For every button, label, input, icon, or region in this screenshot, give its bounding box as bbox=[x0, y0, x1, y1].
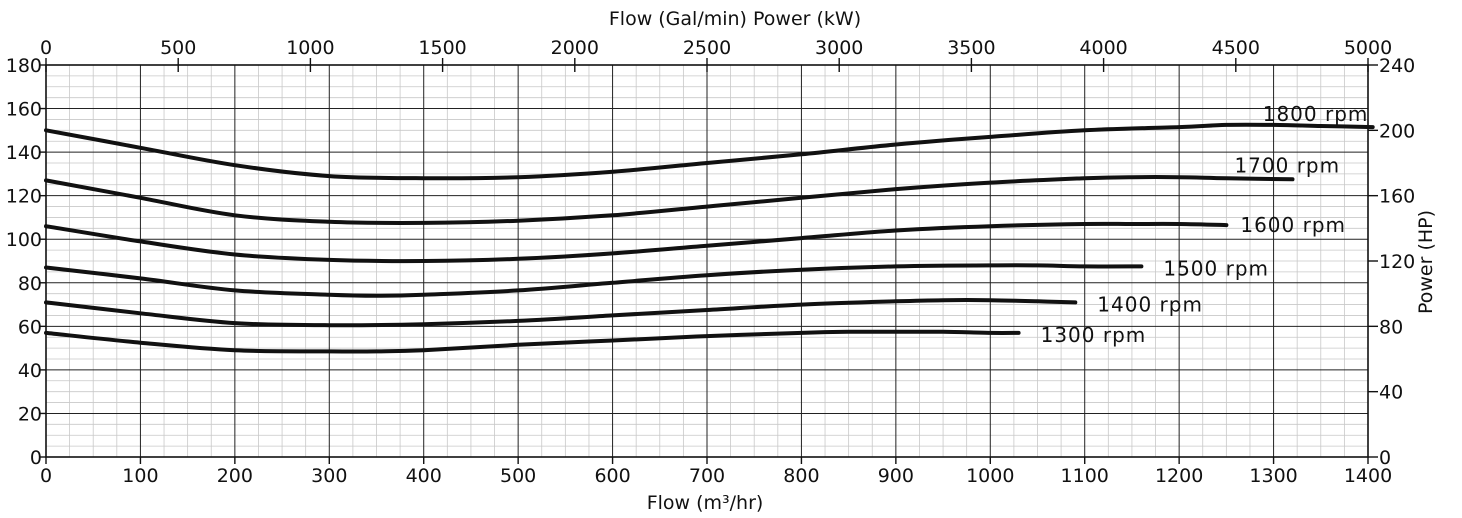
left-tick-label: 140 bbox=[6, 142, 42, 164]
series-label: 1400 rpm bbox=[1097, 292, 1203, 316]
top-tick-label: 4000 bbox=[1079, 37, 1127, 59]
right-tick-label: 200 bbox=[1379, 120, 1415, 142]
bottom-tick-label: 500 bbox=[500, 465, 536, 487]
right-tick-label: 240 bbox=[1379, 55, 1415, 77]
bottom-tick-label: 400 bbox=[406, 465, 442, 487]
series-label: 1300 rpm bbox=[1041, 323, 1147, 347]
series-label: 1600 rpm bbox=[1240, 213, 1346, 237]
series-label: 1800 rpm bbox=[1263, 102, 1369, 126]
bottom-tick-label: 1400 bbox=[1344, 465, 1392, 487]
bottom-tick-label: 800 bbox=[783, 465, 819, 487]
right-tick-label: 80 bbox=[1379, 316, 1403, 338]
bottom-tick-label: 900 bbox=[878, 465, 914, 487]
top-tick-label: 1500 bbox=[418, 37, 466, 59]
top-tick-label: 500 bbox=[160, 37, 196, 59]
series-line-1400-rpm bbox=[44, 298, 1078, 328]
series-label: 1500 rpm bbox=[1163, 256, 1269, 280]
top-tick-label: 2000 bbox=[551, 37, 599, 59]
bottom-tick-label: 100 bbox=[122, 465, 158, 487]
series-line-1800-rpm bbox=[44, 122, 1375, 181]
bottom-tick-label: 300 bbox=[311, 465, 347, 487]
bottom-tick-label: 1100 bbox=[1061, 465, 1109, 487]
series-line-1700-rpm bbox=[44, 175, 1295, 225]
bottom-tick-label: 700 bbox=[689, 465, 725, 487]
top-tick-label: 1000 bbox=[286, 37, 334, 59]
top-tick-label: 0 bbox=[40, 37, 52, 59]
top-tick-label: 5000 bbox=[1344, 37, 1392, 59]
top-tick-label: 4500 bbox=[1212, 37, 1260, 59]
top-axis-title: Flow (Gal/min) Power (kW) bbox=[609, 8, 861, 30]
tick-labels: 0 100 200 300 400 500 600 700 800 900 1000 1100 1200… bbox=[6, 37, 1416, 487]
series-labels: 1800 rpm 1700 rpm 1600 rpm 1500 rpm 1400 rpm… bbox=[1041, 102, 1369, 347]
bottom-tick-label: 200 bbox=[217, 465, 253, 487]
bottom-tick-label: 600 bbox=[594, 465, 630, 487]
left-tick-label: 0 bbox=[30, 447, 42, 469]
right-tick-label: 160 bbox=[1379, 186, 1415, 208]
series-line-1600-rpm bbox=[44, 221, 1229, 264]
top-tick-label: 3500 bbox=[947, 37, 995, 59]
bottom-tick-label: 1200 bbox=[1155, 465, 1203, 487]
bottom-tick-label: 0 bbox=[40, 465, 52, 487]
series-label: 1700 rpm bbox=[1234, 153, 1340, 177]
left-tick-label: 160 bbox=[6, 99, 42, 121]
left-tick-label: 40 bbox=[18, 360, 42, 382]
right-axis-title: Power (HP) bbox=[1415, 210, 1437, 314]
bottom-tick-label: 1000 bbox=[966, 465, 1014, 487]
left-tick-label: 120 bbox=[6, 186, 42, 208]
top-tick-label: 3000 bbox=[815, 37, 863, 59]
series-line-1500-rpm bbox=[44, 263, 1144, 298]
bottom-tick-label: 1300 bbox=[1249, 465, 1297, 487]
right-tick-label: 0 bbox=[1379, 447, 1391, 469]
left-tick-label: 20 bbox=[18, 403, 42, 425]
top-tick-label: 2500 bbox=[683, 37, 731, 59]
left-tick-label: 180 bbox=[6, 55, 42, 77]
left-tick-label: 100 bbox=[6, 229, 42, 251]
bottom-axis-title: Flow (m³/hr) bbox=[647, 492, 764, 514]
right-tick-label: 40 bbox=[1379, 382, 1403, 404]
series-line-1300-rpm bbox=[44, 329, 1021, 354]
curves bbox=[44, 122, 1375, 354]
right-tick-label: 120 bbox=[1379, 251, 1415, 273]
left-tick-label: 60 bbox=[18, 316, 42, 338]
left-tick-label: 80 bbox=[18, 273, 42, 295]
